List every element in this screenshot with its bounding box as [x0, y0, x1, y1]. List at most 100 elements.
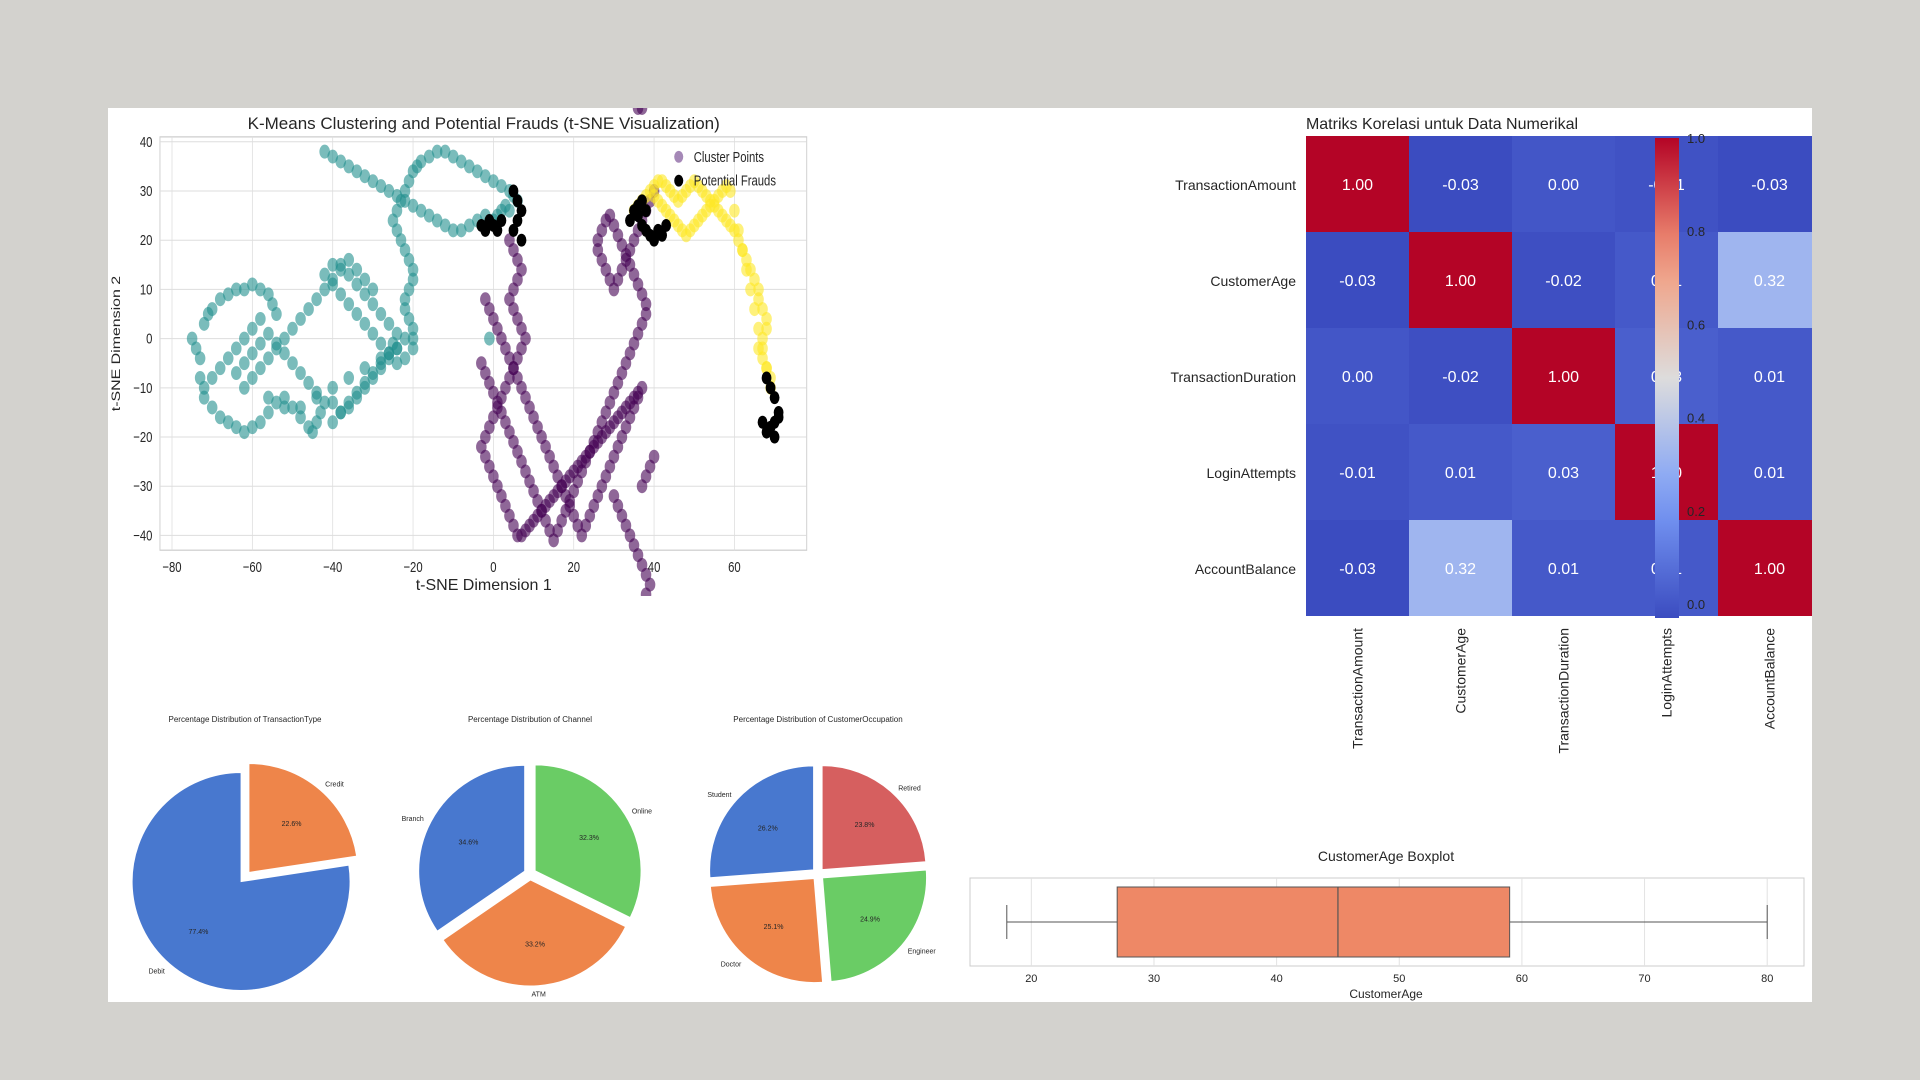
cluster-point	[399, 193, 411, 208]
cluster-point	[295, 311, 306, 326]
colorbar-tick-label: 0.2	[1687, 504, 1705, 519]
cluster-point	[287, 321, 298, 336]
fraud-point	[512, 214, 523, 228]
fraud-point	[516, 204, 527, 218]
scatter-xtick-label: 40	[648, 559, 661, 576]
cluster-point	[447, 149, 459, 164]
boxplot-xtick-label: 40	[1270, 973, 1282, 985]
pie-pct-label: 32.3%	[579, 835, 599, 842]
cluster-point	[287, 400, 298, 415]
cluster-point	[247, 277, 258, 292]
cluster-point	[464, 218, 475, 233]
heatmap-cell	[1306, 136, 1409, 232]
cluster-point	[733, 223, 744, 238]
cluster-point	[231, 341, 242, 356]
pie-slice	[131, 772, 351, 991]
heatmap-cell	[1409, 520, 1512, 616]
cluster-point	[319, 267, 330, 282]
cluster-point	[255, 311, 266, 326]
fraud-point	[769, 391, 780, 405]
cluster-point	[375, 179, 387, 194]
pie-title: Percentage Distribution of CustomerOccup…	[733, 715, 902, 724]
pie-category-label: Credit	[325, 782, 344, 789]
cluster-point	[423, 208, 435, 223]
cluster-point	[431, 144, 443, 159]
scatter-ytick-label: 30	[140, 182, 153, 199]
cluster-point	[263, 326, 274, 341]
cluster-point	[472, 164, 483, 179]
scatter-title: K-Means Clustering and Potential Frauds …	[248, 114, 720, 133]
cluster-point	[383, 316, 395, 331]
heatmap-cell-value: 0.01	[1548, 561, 1579, 578]
pie-panels: Percentage Distribution of TransactionTy…	[108, 708, 958, 1002]
fraud-point	[657, 228, 668, 242]
cluster-point	[367, 174, 379, 189]
cluster-point	[359, 272, 371, 287]
pie-pct-label: 26.2%	[758, 825, 778, 832]
cluster-point	[741, 262, 752, 277]
cluster-point	[327, 395, 338, 410]
boxplot-xtick-label: 50	[1393, 973, 1405, 985]
heatmap-cell	[1409, 136, 1512, 232]
cluster-point	[303, 375, 314, 390]
fraud-point	[480, 223, 491, 237]
cluster-point	[375, 336, 387, 351]
cluster-point	[295, 366, 306, 381]
fraud-point	[761, 425, 772, 439]
scatter-xtick-label: 60	[728, 559, 741, 576]
cluster-point	[295, 400, 306, 415]
heatmap-cell	[1306, 328, 1409, 424]
legend-marker-fraud	[674, 174, 684, 187]
cluster-point	[592, 233, 604, 248]
cluster-point	[351, 277, 363, 292]
cluster-point	[239, 282, 250, 297]
boxplot-panel: CustomerAge Boxplot CustomerAge 20 30 40 50…	[958, 838, 1812, 1002]
pie-pct-label: 77.4%	[189, 929, 209, 936]
cluster-point	[239, 380, 250, 395]
cluster-point	[335, 287, 346, 302]
heatmap-col-label: CustomerAge	[1453, 628, 1469, 714]
cluster-point	[295, 410, 306, 425]
pie-pct-label: 33.2%	[525, 941, 545, 948]
heatmap-title: Matriks Korelasi untuk Data Numerikal	[1306, 116, 1578, 133]
pie-title: Percentage Distribution of TransactionTy…	[169, 715, 323, 724]
heatmap-cell-value: 0.00	[1342, 369, 1373, 386]
cluster-point	[255, 361, 266, 376]
colorbar-tick-label: 0.4	[1687, 411, 1705, 426]
cluster-point	[455, 223, 467, 238]
legend-label-cluster: Cluster Points	[694, 148, 765, 165]
cluster-point	[415, 154, 427, 169]
scatter-ytick-label: −30	[133, 478, 152, 495]
pie-slice	[709, 765, 815, 879]
heatmap-cell	[1306, 424, 1409, 520]
cluster-point	[359, 316, 371, 331]
scatter-xtick-label: 20	[567, 559, 580, 576]
cluster-point	[439, 218, 451, 233]
pie-category-label: Online	[632, 809, 652, 816]
cluster-point	[399, 331, 411, 346]
heatmap-cell	[1409, 232, 1512, 328]
cluster-point	[383, 184, 395, 198]
cluster-point	[761, 361, 772, 376]
cluster-point	[335, 154, 346, 169]
scatter-ytick-label: 20	[140, 232, 153, 249]
cluster-point	[480, 169, 491, 184]
heatmap-col-label: TransactionDuration	[1556, 628, 1572, 754]
heatmap-col-label: TransactionAmount	[1350, 628, 1366, 749]
cluster-point	[488, 174, 499, 189]
cluster-point	[239, 331, 250, 346]
heatmap-row-label: CustomerAge	[1210, 273, 1296, 289]
cluster-point	[753, 321, 764, 336]
heatmap-cell-value: -0.03	[1339, 273, 1376, 290]
tsne-scatter-panel: K-Means Clustering and Potential Frauds …	[108, 101, 876, 750]
cluster-point	[351, 262, 363, 277]
cluster-point	[407, 331, 419, 346]
cluster-point	[351, 390, 363, 405]
customerage-boxplot: CustomerAge Boxplot CustomerAge 20 30 40 50…	[969, 848, 1805, 1001]
cluster-point	[391, 356, 403, 371]
scatter-xtick-label: −80	[162, 559, 181, 576]
heatmap-cell	[1409, 328, 1512, 424]
cluster-point	[407, 272, 419, 287]
pie-category-label: Doctor	[721, 962, 742, 969]
boxplot-box	[1116, 886, 1511, 958]
